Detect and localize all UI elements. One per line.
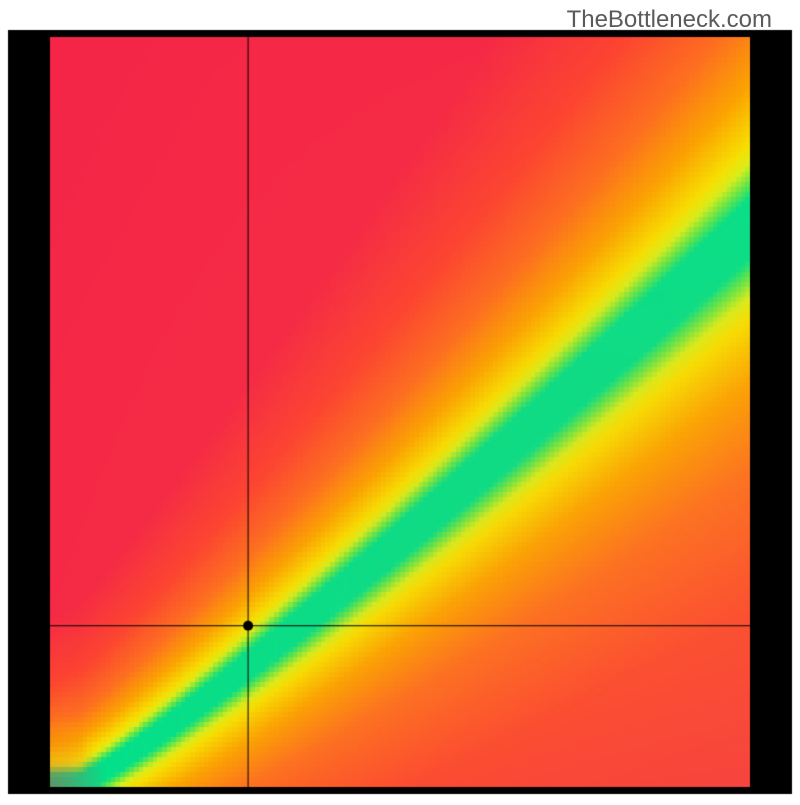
watermark-text: TheBottleneck.com	[567, 6, 772, 34]
heatmap-canvas	[0, 0, 800, 800]
bottleneck-heatmap-chart	[0, 0, 800, 805]
